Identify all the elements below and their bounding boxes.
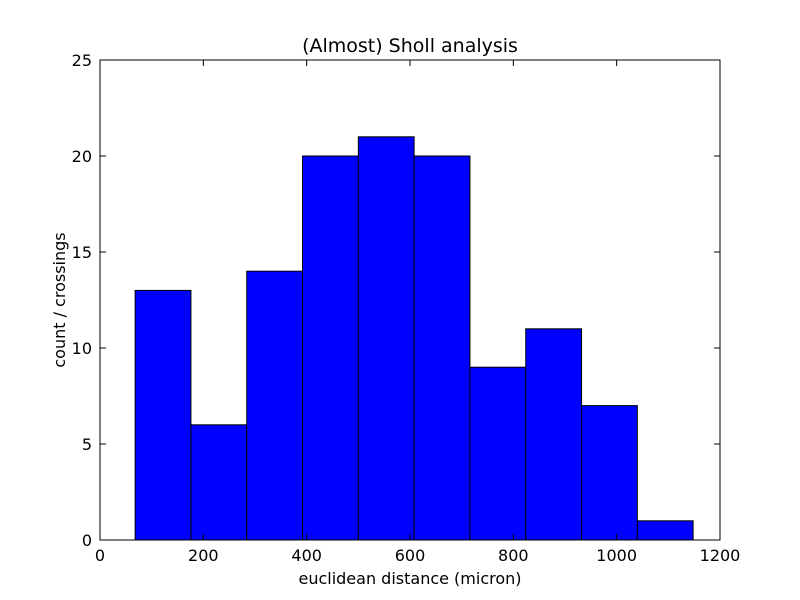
y-tick-label-4: 20 bbox=[72, 147, 92, 166]
plot-frame bbox=[99, 59, 721, 541]
y-tick-label-0: 0 bbox=[82, 531, 92, 550]
histogram-bar-0 bbox=[134, 289, 192, 541]
x-axis-label: euclidean distance (micron) bbox=[298, 569, 521, 588]
histogram-bar-1 bbox=[190, 424, 248, 541]
x-tick-label-5: 1000 bbox=[596, 546, 637, 565]
histogram-bar-4 bbox=[357, 136, 415, 541]
y-tick-label-5: 25 bbox=[72, 51, 92, 70]
x-tick-label-4: 800 bbox=[498, 546, 529, 565]
y-axis-label: count / crossings bbox=[50, 232, 69, 367]
histogram-bar-3 bbox=[302, 155, 359, 541]
histogram-bar-2 bbox=[246, 270, 304, 541]
histogram-bar-9 bbox=[636, 520, 694, 541]
histogram-bar-8 bbox=[581, 405, 638, 541]
y-tick-label-3: 15 bbox=[72, 243, 92, 262]
x-tick-label-3: 600 bbox=[395, 546, 426, 565]
x-tick-labels: 0 200 400 600 800 1000 1200 bbox=[95, 546, 740, 565]
x-tick-label-1: 200 bbox=[188, 546, 219, 565]
x-tick-label-0: 0 bbox=[95, 546, 105, 565]
y-tick-label-2: 10 bbox=[72, 339, 92, 358]
histogram-bar-5 bbox=[413, 155, 471, 541]
x-tick-label-6: 1200 bbox=[700, 546, 741, 565]
histogram-bars bbox=[134, 136, 694, 541]
x-tick-label-2: 400 bbox=[291, 546, 322, 565]
y-tick-label-1: 5 bbox=[82, 435, 92, 454]
y-tick-labels: 0 5 10 15 20 25 bbox=[72, 51, 92, 550]
chart-title: (Almost) Sholl analysis bbox=[302, 35, 518, 57]
histogram-bar-6 bbox=[469, 366, 527, 541]
histogram-bar-7 bbox=[525, 328, 583, 541]
